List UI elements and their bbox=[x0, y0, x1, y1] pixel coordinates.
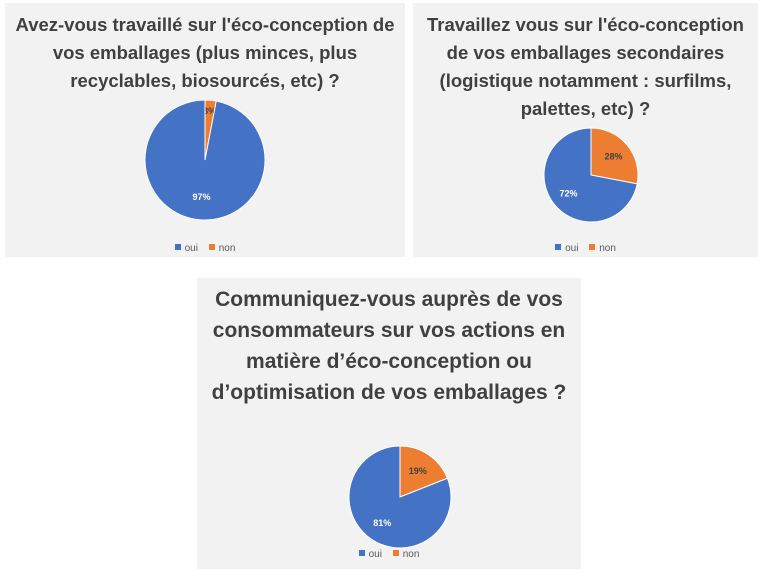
chart-legend: oui non bbox=[197, 549, 581, 560]
legend-item-oui: oui bbox=[555, 243, 578, 254]
data-label-oui: 72% bbox=[560, 189, 578, 199]
pie-slice-oui bbox=[543, 127, 638, 223]
legend-item-non: non bbox=[208, 243, 236, 254]
legend-swatch-oui bbox=[358, 550, 365, 557]
legend-item-non: non bbox=[589, 243, 616, 254]
data-label-non: 28% bbox=[604, 151, 622, 161]
legend-label: non bbox=[599, 243, 616, 254]
data-label-non: 19% bbox=[409, 466, 427, 476]
legend-swatch-non bbox=[392, 550, 399, 557]
pie-chart: 19% 81% bbox=[348, 445, 452, 549]
legend-swatch-oui bbox=[174, 244, 181, 251]
data-label-oui: 97% bbox=[192, 192, 210, 202]
pie-slice-non bbox=[399, 445, 449, 498]
chart-panel-communication: Communiquez-vous auprès de vos consommat… bbox=[197, 278, 581, 569]
legend-item-non: non bbox=[392, 549, 420, 560]
pie-slice-oui bbox=[144, 99, 266, 221]
chart-title: Travaillez vous sur l'éco-conception de … bbox=[427, 14, 744, 119]
chart-panel-secondary-packaging: Travaillez vous sur l'éco-conception de … bbox=[413, 3, 758, 257]
data-label-non: 3% bbox=[203, 106, 216, 116]
chart-legend: oui non bbox=[413, 243, 758, 254]
legend-swatch-non bbox=[589, 244, 596, 251]
legend-label: oui bbox=[368, 549, 382, 560]
pie-chart: 28% 72% bbox=[543, 127, 639, 223]
chart-legend: oui non bbox=[5, 243, 405, 254]
legend-label: non bbox=[402, 549, 420, 560]
legend-label: non bbox=[218, 243, 236, 254]
pie-slice-non bbox=[590, 127, 639, 185]
legend-item-oui: oui bbox=[358, 549, 382, 560]
chart-title: Communiquez-vous auprès de vos consommat… bbox=[211, 288, 567, 404]
chart-title: Avez-vous travaillé sur l'éco-conception… bbox=[15, 14, 395, 91]
chart-panel-eco-conception: Avez-vous travaillé sur l'éco-conception… bbox=[5, 3, 405, 257]
pie-slice-oui bbox=[348, 445, 452, 549]
legend-swatch-non bbox=[208, 244, 215, 251]
legend-label: oui bbox=[565, 243, 579, 254]
legend-swatch-oui bbox=[555, 244, 562, 251]
data-label-oui: 81% bbox=[373, 518, 391, 528]
pie-chart: 3% 97% bbox=[144, 99, 266, 221]
legend-label: oui bbox=[184, 243, 198, 254]
legend-item-oui: oui bbox=[174, 243, 198, 254]
